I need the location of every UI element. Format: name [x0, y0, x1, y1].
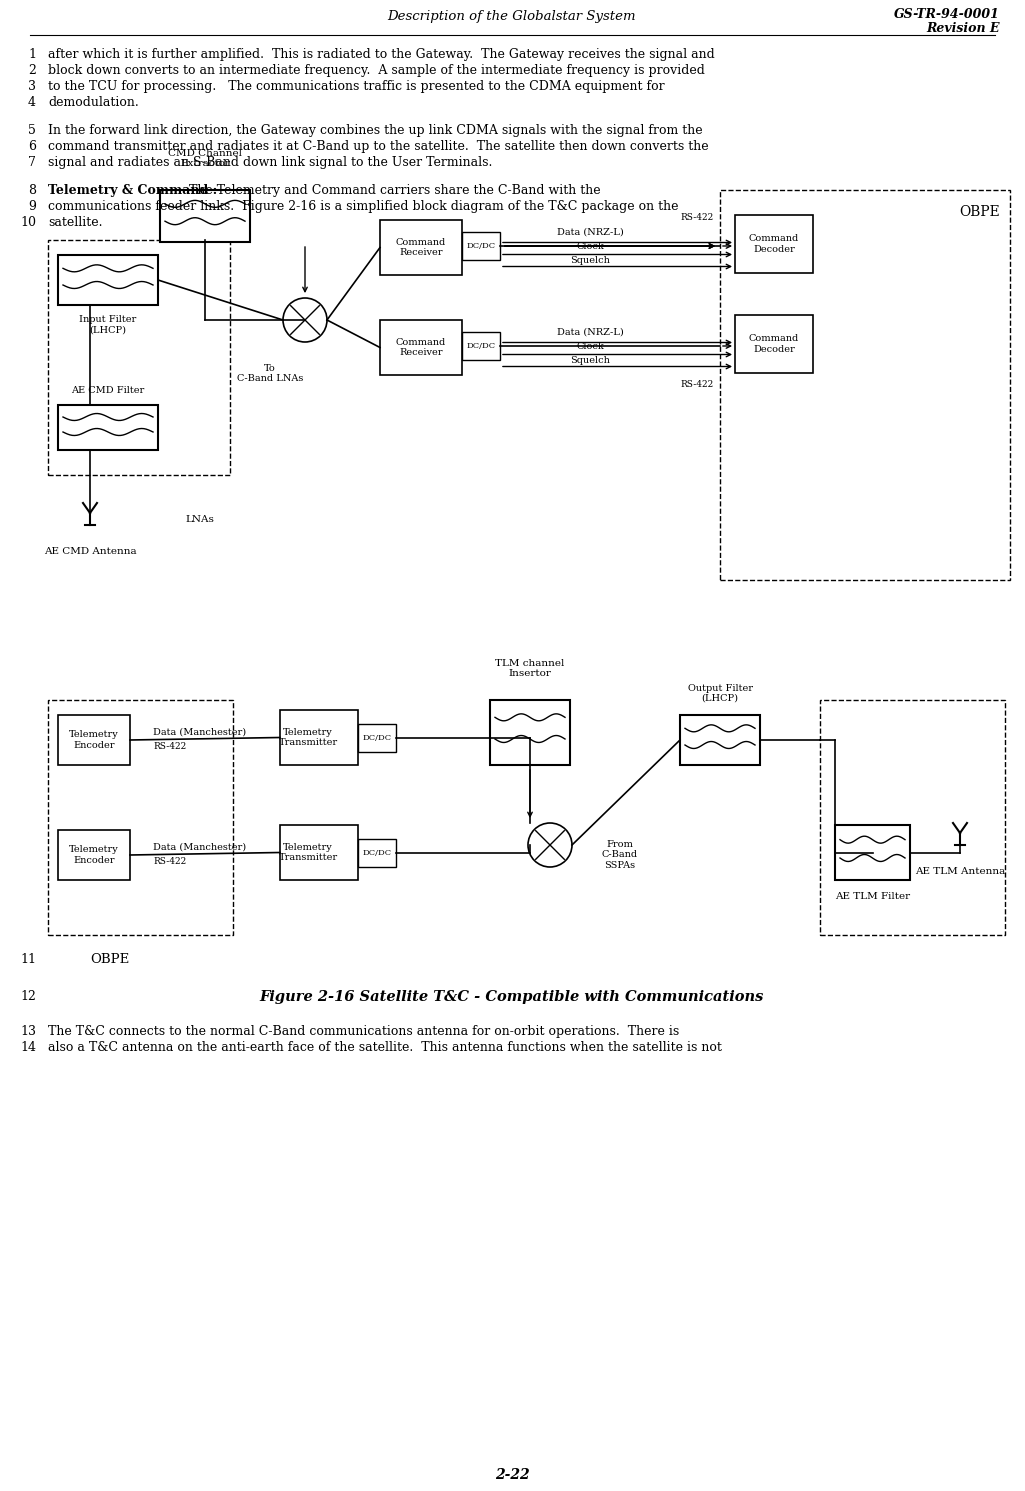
Text: Clock: Clock [576, 242, 604, 250]
Text: Telemetry & Command :: Telemetry & Command : [48, 183, 217, 197]
Text: Squelch: Squelch [570, 356, 610, 365]
Text: RS-422: RS-422 [680, 213, 713, 222]
Text: DC/DC: DC/DC [466, 341, 495, 350]
Text: Data (Manchester): Data (Manchester) [154, 728, 247, 737]
Text: OBPE: OBPE [959, 204, 1000, 219]
Text: signal and radiates an S-Band down link signal to the User Terminals.: signal and radiates an S-Band down link … [48, 157, 492, 168]
Bar [160, 189, 250, 242]
Bar [380, 221, 462, 274]
Text: From
C-Band
SSPAs: From C-Band SSPAs [602, 839, 638, 869]
Text: OBPE: OBPE [90, 953, 129, 966]
Text: 5: 5 [28, 124, 36, 137]
Bar [48, 240, 230, 476]
Text: satellite.: satellite. [48, 216, 102, 230]
Text: 10: 10 [20, 216, 36, 230]
Text: 2: 2 [28, 64, 36, 78]
Text: 14: 14 [20, 1041, 36, 1054]
Text: Clock: Clock [576, 341, 604, 350]
Bar [58, 830, 130, 880]
Bar [58, 255, 158, 306]
Bar [820, 699, 1004, 935]
Text: Input Filter
(LHCP): Input Filter (LHCP) [79, 315, 136, 334]
Text: Telemetry
Encoder: Telemetry Encoder [69, 845, 119, 865]
Text: AE CMD Filter: AE CMD Filter [72, 386, 145, 395]
Text: also a T&C antenna on the anti-earth face of the satellite.  This antenna functi: also a T&C antenna on the anti-earth fac… [48, 1041, 722, 1054]
Bar [358, 839, 396, 866]
Text: block down converts to an intermediate frequency.  A sample of the intermediate : block down converts to an intermediate f… [48, 64, 705, 78]
Text: Telemetry
Transmitter: Telemetry Transmitter [279, 842, 337, 862]
Text: 12: 12 [20, 990, 36, 1003]
Text: To
C-Band LNAs: To C-Band LNAs [237, 364, 303, 383]
Text: Revision E: Revision E [927, 22, 1000, 34]
Text: GS-TR-94-0001: GS-TR-94-0001 [894, 7, 1000, 21]
Text: 6: 6 [28, 140, 36, 154]
Bar [462, 233, 500, 259]
Bar [720, 189, 1010, 580]
Text: 4: 4 [28, 95, 36, 109]
Text: AE TLM Filter: AE TLM Filter [835, 892, 910, 901]
Text: RS-422: RS-422 [154, 857, 187, 866]
Text: 7: 7 [28, 157, 36, 168]
Bar [735, 215, 813, 273]
Text: RS-422: RS-422 [154, 743, 187, 751]
Text: Output Filter
(LHCP): Output Filter (LHCP) [688, 683, 752, 702]
Bar [462, 332, 500, 359]
Bar [58, 406, 158, 450]
Text: The T&C connects to the normal C-Band communications antenna for on-orbit operat: The T&C connects to the normal C-Band co… [48, 1024, 680, 1038]
Text: 3: 3 [28, 81, 36, 92]
Text: Squelch: Squelch [570, 256, 610, 265]
Bar [490, 699, 570, 765]
Text: DC/DC: DC/DC [363, 734, 392, 743]
Text: communications feeder links.  Figure 2-16 is a simplified block diagram of the T: communications feeder links. Figure 2-16… [48, 200, 679, 213]
Text: RS-422: RS-422 [680, 380, 713, 389]
Text: DC/DC: DC/DC [363, 848, 392, 857]
Bar [280, 825, 358, 880]
Bar [48, 699, 233, 935]
Text: 8: 8 [28, 183, 36, 197]
Text: to the TCU for processing.   The communications traffic is presented to the CDMA: to the TCU for processing. The communica… [48, 81, 664, 92]
Text: 2-22: 2-22 [495, 1469, 529, 1482]
Text: In the forward link direction, the Gateway combines the up link CDMA signals wit: In the forward link direction, the Gatew… [48, 124, 702, 137]
Text: Command
Receiver: Command Receiver [396, 338, 446, 358]
Text: Data (NRZ-L): Data (NRZ-L) [557, 228, 623, 237]
Text: AE TLM Antenna: AE TLM Antenna [915, 866, 1006, 877]
Text: Data (NRZ-L): Data (NRZ-L) [557, 328, 623, 337]
Bar [58, 716, 130, 765]
Text: command transmitter and radiates it at C-Band up to the satellite.  The satellit: command transmitter and radiates it at C… [48, 140, 708, 154]
Text: AE CMD Antenna: AE CMD Antenna [44, 547, 136, 556]
Bar [835, 825, 910, 880]
Text: Description of the Globalstar System: Description of the Globalstar System [387, 10, 637, 22]
Text: after which it is further amplified.  This is radiated to the Gateway.  The Gate: after which it is further amplified. Thi… [48, 48, 714, 61]
Text: DC/DC: DC/DC [466, 242, 495, 250]
Bar [280, 710, 358, 765]
Bar [380, 321, 462, 376]
Text: TLM channel
Insertor: TLM channel Insertor [495, 659, 565, 678]
Bar [735, 315, 813, 373]
Text: 13: 13 [20, 1024, 36, 1038]
Text: Telemetry
Encoder: Telemetry Encoder [69, 731, 119, 750]
Text: Command
Decoder: Command Decoder [749, 334, 800, 353]
Text: Telemetry
Transmitter: Telemetry Transmitter [279, 728, 337, 747]
Text: demodulation.: demodulation. [48, 95, 138, 109]
Text: CMD Channel
Extractor: CMD Channel Extractor [168, 149, 242, 168]
Text: The Telemetry and Command carriers share the C-Band with the: The Telemetry and Command carriers share… [181, 183, 601, 197]
Text: 1: 1 [28, 48, 36, 61]
Text: 11: 11 [20, 953, 36, 966]
Text: Command
Decoder: Command Decoder [749, 234, 800, 253]
Text: Data (Manchester): Data (Manchester) [154, 842, 247, 851]
Text: LNAs: LNAs [186, 516, 214, 525]
Text: Figure 2-16 Satellite T&C - Compatible with Communications: Figure 2-16 Satellite T&C - Compatible w… [259, 990, 765, 1003]
Text: Command
Receiver: Command Receiver [396, 237, 446, 258]
Bar [680, 716, 760, 765]
Text: 9: 9 [28, 200, 36, 213]
Bar [358, 725, 396, 751]
